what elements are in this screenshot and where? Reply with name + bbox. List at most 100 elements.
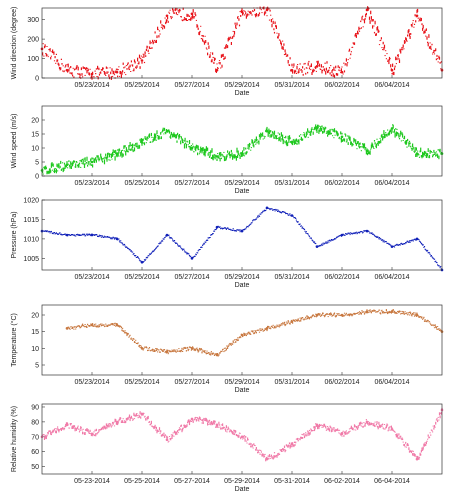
data-sample [101,158,103,162]
data-sample [144,136,146,140]
data-sample [372,25,374,29]
data-sample [139,138,141,141]
data-sample [262,453,264,455]
data-sample [155,426,157,430]
data-sample [408,447,410,451]
data-point [140,347,144,350]
data-sample [51,232,53,234]
data-sample [292,66,294,68]
data-sample [417,153,419,156]
data-sample [180,425,182,427]
data-sample [142,53,144,55]
data-sample [231,342,233,345]
data-sample [188,15,191,17]
data-sample [42,52,44,56]
data-sample [220,67,222,69]
data-sample [122,70,124,73]
data-sample [78,431,81,433]
data-sample [83,233,86,235]
data-sample [304,230,306,232]
data-sample [54,56,56,59]
data-sample [180,16,182,18]
data-sample [162,25,164,28]
data-sample [408,29,410,33]
data-sample [243,14,246,16]
data-sample [168,130,171,134]
data-sample [57,62,59,65]
data-sample [344,133,346,135]
data-sample [419,17,421,21]
data-sample [120,152,122,156]
data-sample [249,332,251,335]
data-sample [290,444,292,448]
data-sample [69,72,71,74]
data-sample [292,322,294,324]
data-sample [175,134,177,139]
data-sample [333,66,335,71]
data-sample [362,311,364,313]
data-sample [339,70,341,72]
data-sample [287,213,289,215]
data-sample [197,25,199,28]
data-sample [247,10,249,12]
data-sample [288,214,290,216]
data-sample [87,323,89,325]
data-sample [220,228,222,230]
data-sample [395,63,397,65]
data-sample [253,332,256,334]
data-sample [119,155,121,157]
data-sample [214,57,216,60]
data-sample [362,15,364,17]
data-sample [282,211,284,213]
data-sample [276,32,278,34]
data-sample [203,242,205,244]
data-sample [75,235,77,237]
data-sample [118,326,121,328]
data-sample [201,246,203,248]
data-sample [107,325,109,327]
data-sample [176,242,178,244]
data-sample [261,12,263,14]
data-sample [160,132,162,135]
data-sample [302,318,304,320]
data-sample [394,312,396,314]
data-sample [367,7,369,11]
data-sample [45,435,47,439]
data-sample [280,324,282,326]
data-sample [289,137,291,140]
data-sample [111,424,113,427]
data-sample [388,427,390,430]
data-sample [164,236,166,238]
data-sample [325,425,327,429]
data-sample [120,421,122,423]
data-sample [437,154,439,158]
data-sample [363,143,366,148]
data-sample [243,10,245,12]
data-sample [113,237,115,239]
data-sample [170,434,172,436]
data-sample [290,141,292,143]
data-sample [78,234,80,235]
data-sample [368,421,371,423]
data-sample [136,256,138,258]
data-sample [310,128,312,133]
data-sample [341,132,343,135]
data-sample [399,133,401,137]
data-sample [49,232,51,234]
data-sample [329,128,331,134]
data-sample [53,430,55,432]
data-sample [337,65,339,68]
data-sample [140,345,142,347]
data-sample [265,328,267,330]
data-sample [70,166,72,169]
data-sample [225,428,227,432]
data-sample [317,124,319,129]
data-sample [110,423,112,425]
data-sample [412,240,414,242]
data-sample [435,326,437,329]
data-sample [423,443,426,447]
data-sample [129,334,131,336]
data-sample [179,245,181,247]
data-sample [143,142,146,146]
data-sample [300,134,302,136]
